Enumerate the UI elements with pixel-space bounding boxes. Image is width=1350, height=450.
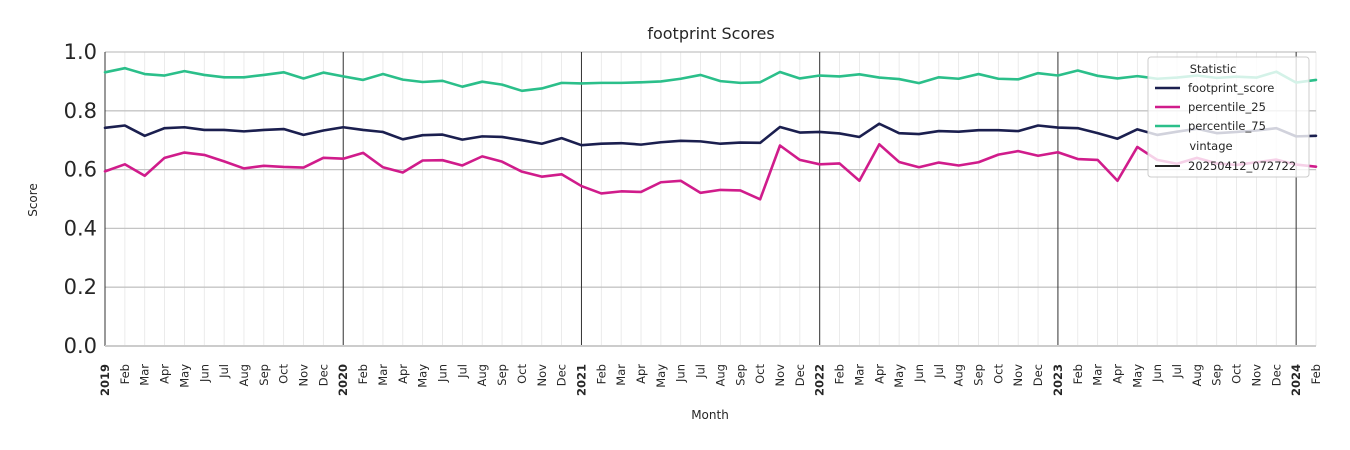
y-tick-label: 0.4 bbox=[64, 216, 97, 240]
x-tick-label: Jun bbox=[912, 364, 926, 383]
x-tick-label-year: 2022 bbox=[813, 364, 827, 396]
series-line-percentile-75 bbox=[103, 66, 1318, 93]
x-tick-label: Dec bbox=[1031, 364, 1045, 386]
x-tick-label: Jul bbox=[932, 364, 946, 379]
x-tick-label: Aug bbox=[1190, 364, 1204, 386]
x-tick-label: Apr bbox=[1110, 364, 1124, 384]
x-tick-label: Aug bbox=[713, 364, 727, 386]
x-tick-label: Feb bbox=[833, 364, 847, 384]
y-tick-label: 0.0 bbox=[64, 334, 97, 358]
legend-entry-label: footprint_score bbox=[1188, 81, 1274, 95]
major-gridlines bbox=[105, 51, 1316, 347]
chart-title: footprint Scores bbox=[647, 24, 774, 43]
legend-box bbox=[1147, 56, 1310, 178]
x-tick-label: Mar bbox=[1091, 364, 1105, 386]
x-tick-label: May bbox=[177, 364, 191, 388]
x-tick-label: Oct bbox=[991, 364, 1005, 384]
y-tick-label: 0.8 bbox=[64, 99, 97, 123]
x-tick-label: Apr bbox=[872, 364, 886, 384]
legend-vintage-title: vintage bbox=[1189, 139, 1232, 153]
x-tick-label: May bbox=[892, 364, 906, 388]
x-tick-label: Jul bbox=[217, 364, 231, 379]
legend-entries: footprint_score percentile_25 percentile_7… bbox=[1155, 81, 1274, 133]
x-tick-label: Aug bbox=[475, 364, 489, 386]
x-tick-label: Apr bbox=[396, 364, 410, 384]
x-tick-label: Aug bbox=[237, 364, 251, 386]
x-tick-label: Nov bbox=[1011, 364, 1025, 387]
x-tick-label: Sep bbox=[1210, 364, 1224, 386]
x-tick-label: Mar bbox=[614, 364, 628, 386]
y-tick-label: 0.2 bbox=[64, 275, 97, 299]
x-tick-label: Mar bbox=[376, 364, 390, 386]
x-tick-label: Feb bbox=[356, 364, 370, 384]
series-line-footprint-score bbox=[103, 122, 1318, 147]
x-tick-label: Nov bbox=[1249, 364, 1263, 387]
x-axis-label: Month bbox=[691, 408, 729, 422]
legend-vintage-entries: 20250412_072722 bbox=[1155, 159, 1296, 173]
y-tick-labels: 0.0 0.2 0.4 0.6 0.8 1.0 bbox=[64, 40, 97, 358]
x-tick-label: Jul bbox=[455, 364, 469, 379]
x-tick-label-year: 2023 bbox=[1051, 364, 1065, 396]
x-tick-label: Jun bbox=[197, 364, 211, 383]
x-tick-label: Feb bbox=[1071, 364, 1085, 384]
series-line-percentile-25 bbox=[103, 143, 1318, 201]
axes bbox=[104, 52, 1316, 347]
minor-gridlines bbox=[104, 52, 1317, 346]
legend-entry-label: 20250412_072722 bbox=[1188, 159, 1296, 173]
x-tick-label: Sep bbox=[972, 364, 986, 386]
y-tick-label: 0.6 bbox=[64, 158, 97, 182]
x-tick-label: Aug bbox=[952, 364, 966, 386]
x-tick-label: Jun bbox=[435, 364, 449, 383]
x-tick-label: Feb bbox=[1309, 364, 1323, 384]
x-tick-label: May bbox=[1130, 364, 1144, 388]
legend-entry-label: percentile_75 bbox=[1188, 119, 1266, 133]
x-tick-label: Dec bbox=[1269, 364, 1283, 386]
x-tick-label: Oct bbox=[753, 364, 767, 384]
x-tick-label: Feb bbox=[118, 364, 132, 384]
x-tick-label: Dec bbox=[793, 364, 807, 386]
y-tick-label: 1.0 bbox=[64, 40, 97, 64]
x-tick-label: Oct bbox=[515, 364, 529, 384]
x-tick-label: Jul bbox=[1170, 364, 1184, 379]
x-tick-label: Apr bbox=[634, 364, 648, 384]
x-tick-label: Oct bbox=[277, 364, 291, 384]
x-tick-label: Oct bbox=[1230, 364, 1244, 384]
x-tick-label-year: 2019 bbox=[98, 364, 112, 396]
x-tick-label: May bbox=[416, 364, 430, 388]
x-tick-label: Jul bbox=[694, 364, 708, 379]
x-tick-label-year: 2020 bbox=[336, 364, 350, 396]
x-tick-label: Dec bbox=[555, 364, 569, 386]
x-tick-label: Jun bbox=[1150, 364, 1164, 383]
legend-title: Statistic bbox=[1190, 62, 1237, 76]
x-tick-label-year: 2021 bbox=[574, 364, 588, 396]
x-tick-label: Mar bbox=[852, 364, 866, 386]
x-tick-label: Feb bbox=[594, 364, 608, 384]
x-tick-label: Nov bbox=[535, 364, 549, 387]
x-tick-label: Sep bbox=[733, 364, 747, 386]
legend-entry-label: percentile_25 bbox=[1188, 100, 1266, 114]
series-lines bbox=[103, 66, 1318, 201]
x-tick-label: Nov bbox=[297, 364, 311, 387]
x-tick-label: Apr bbox=[158, 364, 172, 384]
legend: Statistic footprint_score percentile_25pe… bbox=[1147, 56, 1310, 178]
y-axis-label: Score bbox=[26, 183, 40, 217]
x-tick-label-year: 2024 bbox=[1289, 364, 1303, 396]
x-tick-label: Dec bbox=[316, 364, 330, 386]
x-tick-label: Sep bbox=[257, 364, 271, 386]
x-tick-label: May bbox=[654, 364, 668, 388]
x-tick-label: Sep bbox=[495, 364, 509, 386]
x-tick-label: Mar bbox=[138, 364, 152, 386]
x-tick-label: Nov bbox=[773, 364, 787, 387]
x-tick-label: Jun bbox=[674, 364, 688, 383]
x-tick-labels: 2019 Feb Mar Apr May Jun Jul Aug Sep Oct Nov Dec 202… bbox=[98, 364, 1323, 396]
